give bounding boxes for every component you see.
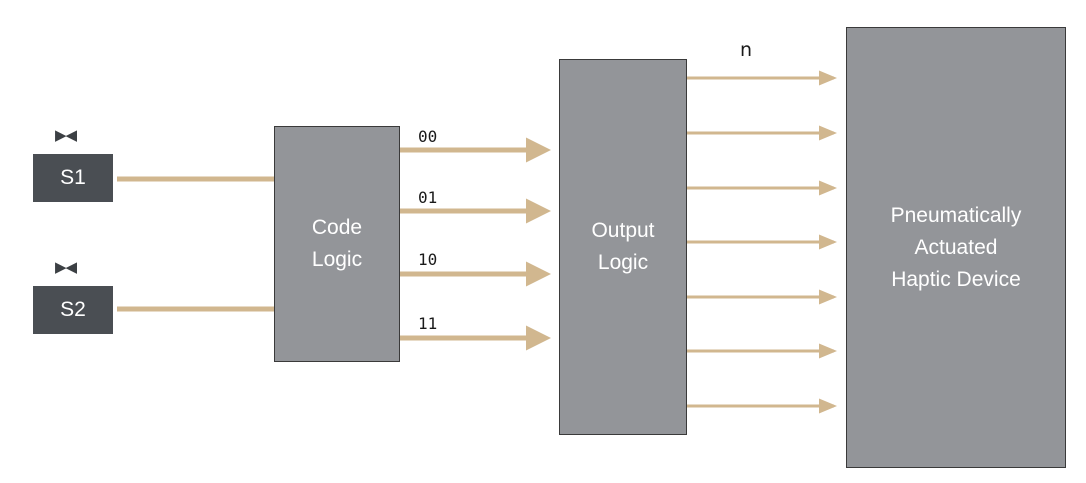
switch-s1-label: S1 — [60, 166, 86, 189]
bowtie-icon: ▶◀ — [55, 258, 77, 276]
code-label-10: 10 — [418, 250, 438, 269]
switch-s2[interactable]: S2 — [33, 286, 113, 334]
code-label-01: 01 — [418, 188, 438, 207]
bowtie-icon: ▶◀ — [55, 126, 77, 144]
code-label-00: 00 — [418, 127, 438, 146]
haptic-device-label: Pneumatically Actuated Haptic Device — [890, 203, 1022, 291]
code-label-11: 11 — [418, 314, 438, 333]
switch-s1[interactable]: S1 — [33, 154, 113, 202]
output-logic-label: Output Logic — [591, 219, 655, 274]
output-logic-block: Output Logic — [559, 59, 687, 435]
switch-s2-label: S2 — [60, 298, 86, 321]
code-logic-block: Code Logic — [274, 126, 400, 362]
code-logic-label: Code Logic — [311, 216, 363, 271]
output-count-label: n — [740, 39, 753, 61]
haptic-device-block: Pneumatically Actuated Haptic Device — [846, 27, 1066, 468]
